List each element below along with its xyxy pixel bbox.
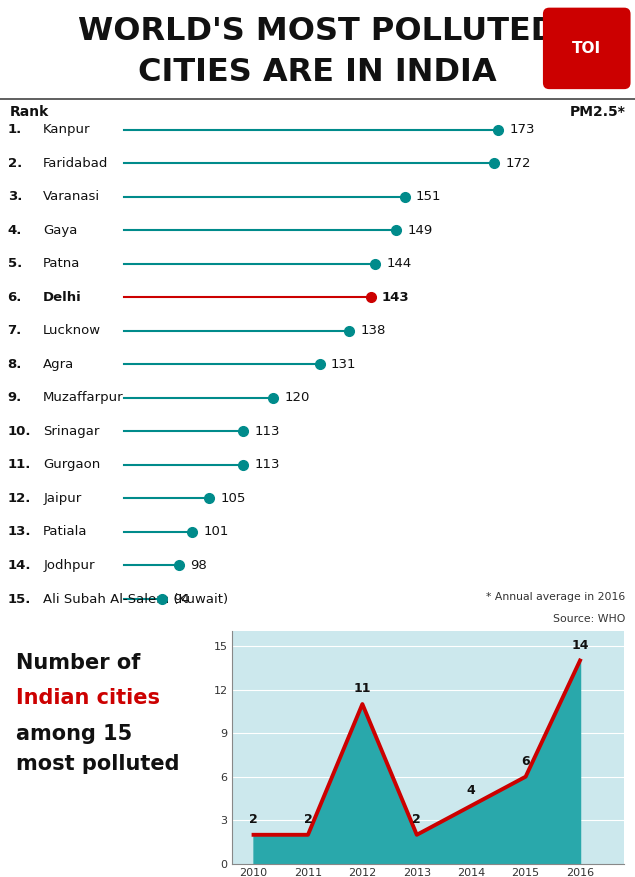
Text: 11.: 11. [8,459,31,471]
Text: 149: 149 [408,224,433,237]
Text: 6.: 6. [8,290,22,303]
Text: 6: 6 [521,755,530,768]
Text: Muzaffarpur: Muzaffarpur [43,391,124,404]
Text: 9.: 9. [8,391,22,404]
Text: among 15: among 15 [16,724,132,744]
Text: CITIES ARE IN INDIA: CITIES ARE IN INDIA [138,57,497,89]
Text: Number of: Number of [16,653,140,674]
Text: 144: 144 [386,257,411,270]
Text: Srinagar: Srinagar [43,424,100,438]
Text: 113: 113 [255,459,280,471]
Text: 143: 143 [382,290,410,303]
Text: 173: 173 [510,123,535,136]
Text: 2.: 2. [8,157,22,169]
Text: TOI: TOI [572,41,601,56]
Text: 113: 113 [255,424,280,438]
Text: Faridabad: Faridabad [43,157,109,169]
Text: 138: 138 [361,324,386,338]
Text: 172: 172 [505,157,531,169]
Text: WORLD'S MOST POLLUTED: WORLD'S MOST POLLUTED [78,16,557,46]
FancyBboxPatch shape [543,8,631,89]
Text: 120: 120 [284,391,309,404]
Text: 2: 2 [249,813,258,826]
Text: Jodhpur: Jodhpur [43,559,95,572]
Text: 13.: 13. [8,525,31,538]
Text: Varanasi: Varanasi [43,190,100,203]
Text: 98: 98 [190,559,207,572]
Text: 11: 11 [354,682,371,695]
Text: 7.: 7. [8,324,22,338]
Text: * Annual average in 2016: * Annual average in 2016 [486,592,625,602]
Text: Patiala: Patiala [43,525,88,538]
Text: 3.: 3. [8,190,22,203]
Text: 14.: 14. [8,559,31,572]
Text: 2: 2 [304,813,312,826]
Text: 8.: 8. [8,358,22,371]
Text: Delhi: Delhi [43,290,82,303]
Text: 101: 101 [203,525,229,538]
Text: 105: 105 [220,492,246,505]
Text: Indian cities: Indian cities [16,688,160,709]
Text: 1.: 1. [8,123,22,136]
Text: 4.: 4. [8,224,22,237]
Text: 131: 131 [331,358,356,371]
Text: 151: 151 [416,190,441,203]
Text: 5.: 5. [8,257,22,270]
Text: Jaipur: Jaipur [43,492,81,505]
Text: 14: 14 [572,638,589,652]
Text: Agra: Agra [43,358,74,371]
Text: 2: 2 [412,813,421,826]
Text: Gurgaon: Gurgaon [43,459,100,471]
Text: Source: WHO: Source: WHO [553,614,625,624]
Text: 15.: 15. [8,593,31,605]
Text: most polluted: most polluted [16,754,179,774]
Text: Rank: Rank [10,105,49,119]
Text: Kanpur: Kanpur [43,123,91,136]
Text: Gaya: Gaya [43,224,77,237]
Text: 10.: 10. [8,424,31,438]
Text: Ali Subah Al-Salem (Kuwait): Ali Subah Al-Salem (Kuwait) [43,593,229,605]
Text: 94: 94 [173,593,190,605]
Text: 4: 4 [467,784,476,797]
Text: Lucknow: Lucknow [43,324,102,338]
Text: 12.: 12. [8,492,31,505]
Text: Patna: Patna [43,257,81,270]
Text: PM2.5*: PM2.5* [570,105,625,119]
